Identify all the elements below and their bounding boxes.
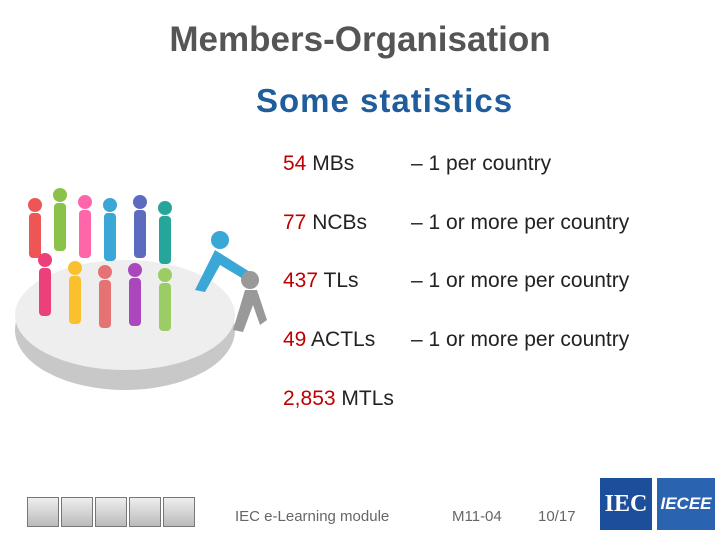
stat-label: MTLs xyxy=(341,387,394,410)
stat-row: 49 ACTLs – 1 or more per country xyxy=(283,328,629,352)
subtitle: Some statistics xyxy=(256,82,514,119)
stat-description: – 1 or more per country xyxy=(411,211,630,234)
module-name: IEC e-Learning module xyxy=(235,508,390,525)
stat-row: 437 TLs – 1 or more per country xyxy=(283,269,629,293)
stat-label: NCBs xyxy=(312,211,368,234)
stat-row: 77 NCBs – 1 or more per country xyxy=(283,211,629,235)
title: Members-Organisation xyxy=(169,20,551,59)
iec-logo: IEC xyxy=(600,478,652,530)
stat-row: 2,853 MTLs xyxy=(283,387,394,411)
stat-number: 2,853 xyxy=(283,387,336,410)
stat-label: TLs xyxy=(323,269,359,292)
people-illustration xyxy=(15,188,267,390)
prev-button[interactable] xyxy=(61,497,93,527)
stat-number: 77 xyxy=(283,211,307,234)
stat-description: – 1 per country xyxy=(411,152,552,175)
stat-description: – 1 or more per country xyxy=(411,328,630,351)
page-number: 10/17 xyxy=(538,508,576,525)
stat-row: 54 MBs – 1 per country xyxy=(283,152,551,176)
stat-description: – 1 or more per country xyxy=(411,269,630,292)
stat-number: 54 xyxy=(283,152,307,175)
stat-label: MBs xyxy=(312,152,355,175)
return-button[interactable] xyxy=(95,497,127,527)
next-button[interactable] xyxy=(129,497,161,527)
stat-number: 49 xyxy=(283,328,307,351)
stat-label: ACTLs xyxy=(311,328,376,351)
iecee-logo: IECEE xyxy=(657,478,715,530)
first-button[interactable] xyxy=(27,497,59,527)
module-code: M11-04 xyxy=(452,508,502,525)
people xyxy=(28,188,267,332)
last-button[interactable] xyxy=(163,497,195,527)
stat-number: 437 xyxy=(283,269,319,292)
